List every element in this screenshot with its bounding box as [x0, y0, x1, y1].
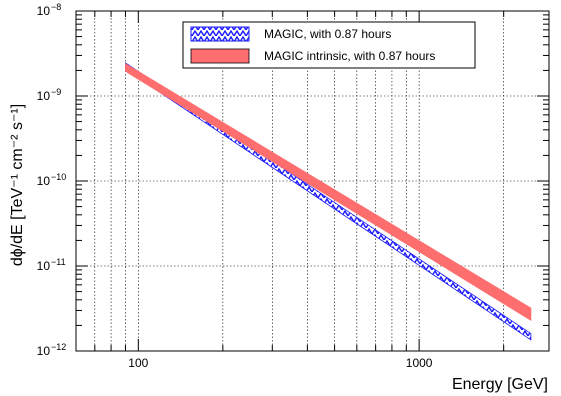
legend-label-magic-intrinsic: MAGIC intrinsic, with 0.87 hours [264, 49, 435, 63]
legend-label-magic: MAGIC, with 0.87 hours [264, 27, 391, 41]
y-tick-label: 10 [37, 259, 51, 273]
y-tick-label-exponent: −10 [51, 172, 66, 182]
x-axis-title: Energy [GeV] [452, 376, 548, 393]
y-tick-label: 10 [37, 4, 51, 18]
y-tick-label-exponent: −9 [51, 87, 61, 97]
x-tick-label: 1000 [406, 356, 433, 370]
y-tick-label: 10 [37, 344, 51, 358]
y-tick-label-exponent: −12 [51, 342, 66, 352]
x-tick-label: 100 [128, 356, 148, 370]
legend-swatch-magic [190, 26, 250, 42]
band-magic-intrinsic [125, 62, 532, 322]
y-axis-title: dϕ/dE [TeV⁻¹ cm⁻² s⁻¹] [9, 104, 26, 266]
bands [125, 62, 532, 341]
y-tick-label-exponent: −11 [51, 257, 66, 267]
legend: MAGIC, with 0.87 hours MAGIC intrinsic, … [182, 21, 476, 69]
y-tick-label: 10 [37, 89, 51, 103]
legend-swatch-magic-intrinsic [190, 48, 250, 64]
y-tick-label: 10 [37, 174, 51, 188]
y-tick-label-exponent: −8 [51, 2, 61, 12]
ticks [76, 10, 549, 352]
